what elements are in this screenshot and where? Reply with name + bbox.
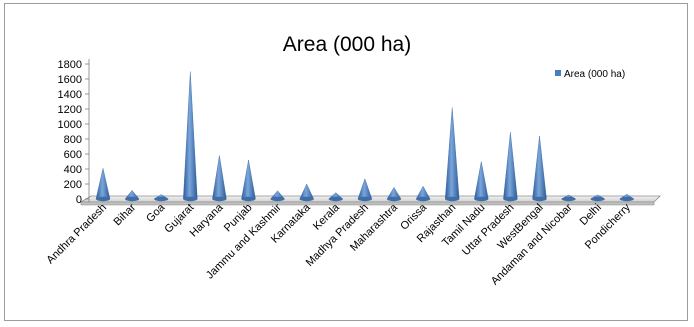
x-tick-label: Bihar [112,201,139,228]
x-tick-label: Andhra Pradesh [44,202,109,267]
bar-13 [444,107,460,202]
bars [95,71,635,202]
y-tick-label: 800 [64,134,82,146]
bar-base [561,196,576,202]
bar-base [619,196,634,202]
bar-9 [328,192,344,202]
bar-1 [95,168,111,202]
floor-edge [80,201,655,206]
y-tick-label: 200 [64,179,82,191]
bar-base [590,196,605,202]
y-tick-label: 1800 [58,59,82,71]
bar-12 [415,185,431,202]
bar-cone [183,71,198,200]
bar-5 [212,155,227,202]
y-tick-label: 400 [64,164,82,176]
bar-4 [183,71,198,202]
y-tick-label: 1400 [58,89,82,101]
y-tick-label: 1600 [58,74,82,86]
y-axis: 0 200 400 600 800 1000 1200 1400 1600 1800 [58,59,90,206]
bar-7 [270,190,286,202]
chart-svg: Area (000 ha) 0 200 400 600 800 1000 1200 1400 1… [44,33,661,288]
bar-base [328,196,343,202]
x-axis-labels: Andhra Pradesh Bihar GoaGujaratHaryanaPunj… [44,201,633,288]
bar-base [532,196,547,202]
bar-6 [241,159,256,202]
bar-2 [124,190,140,202]
x-tick-label: Delhi [578,202,604,228]
bar-base [154,196,169,202]
bar-15 [503,132,518,202]
bar-19 [619,193,635,202]
bar-3 [153,194,169,202]
bar-cone [357,178,373,200]
bar-14 [474,161,489,202]
bar-base [445,196,460,202]
bar-base [474,196,489,202]
chart-frame: Area (000 ha) 0 200 400 600 800 1000 1200 1400 1… [4,3,688,321]
bar-base [387,196,401,202]
bar-18 [589,194,606,202]
legend-label: Area (000 ha) [564,69,625,80]
bar-10 [357,178,373,202]
bar-base [96,196,110,202]
bar-cone [95,168,111,200]
bar-17 [560,194,577,202]
y-tick-label: 1200 [58,104,82,116]
bar-cone [212,155,227,200]
bar-8 [299,183,315,202]
bar-cone [532,135,547,200]
bar-cone [241,159,256,200]
legend: Area (000 ha) [555,69,625,80]
x-tick-label: Haryana [188,201,227,240]
bar-base [125,196,140,202]
bar-base [270,196,285,202]
bar-base [357,196,372,202]
bar-11 [386,186,402,202]
bar-base [212,196,227,202]
bar-base [183,196,198,202]
bar-cone [299,183,315,200]
y-tick-label: 600 [64,149,82,161]
legend-swatch [555,70,561,76]
bar-base [299,196,314,202]
bar-16 [532,135,547,202]
y-tick-label: 1000 [58,119,82,131]
bar-cone [444,107,460,200]
bar-base [416,196,431,202]
bar-cone [503,132,518,200]
chart-title: Area (000 ha) [283,33,411,56]
bar-base [241,196,256,202]
bar-cone [474,161,489,200]
y-tick-label: 0 [76,194,82,206]
bar-base [503,196,518,202]
